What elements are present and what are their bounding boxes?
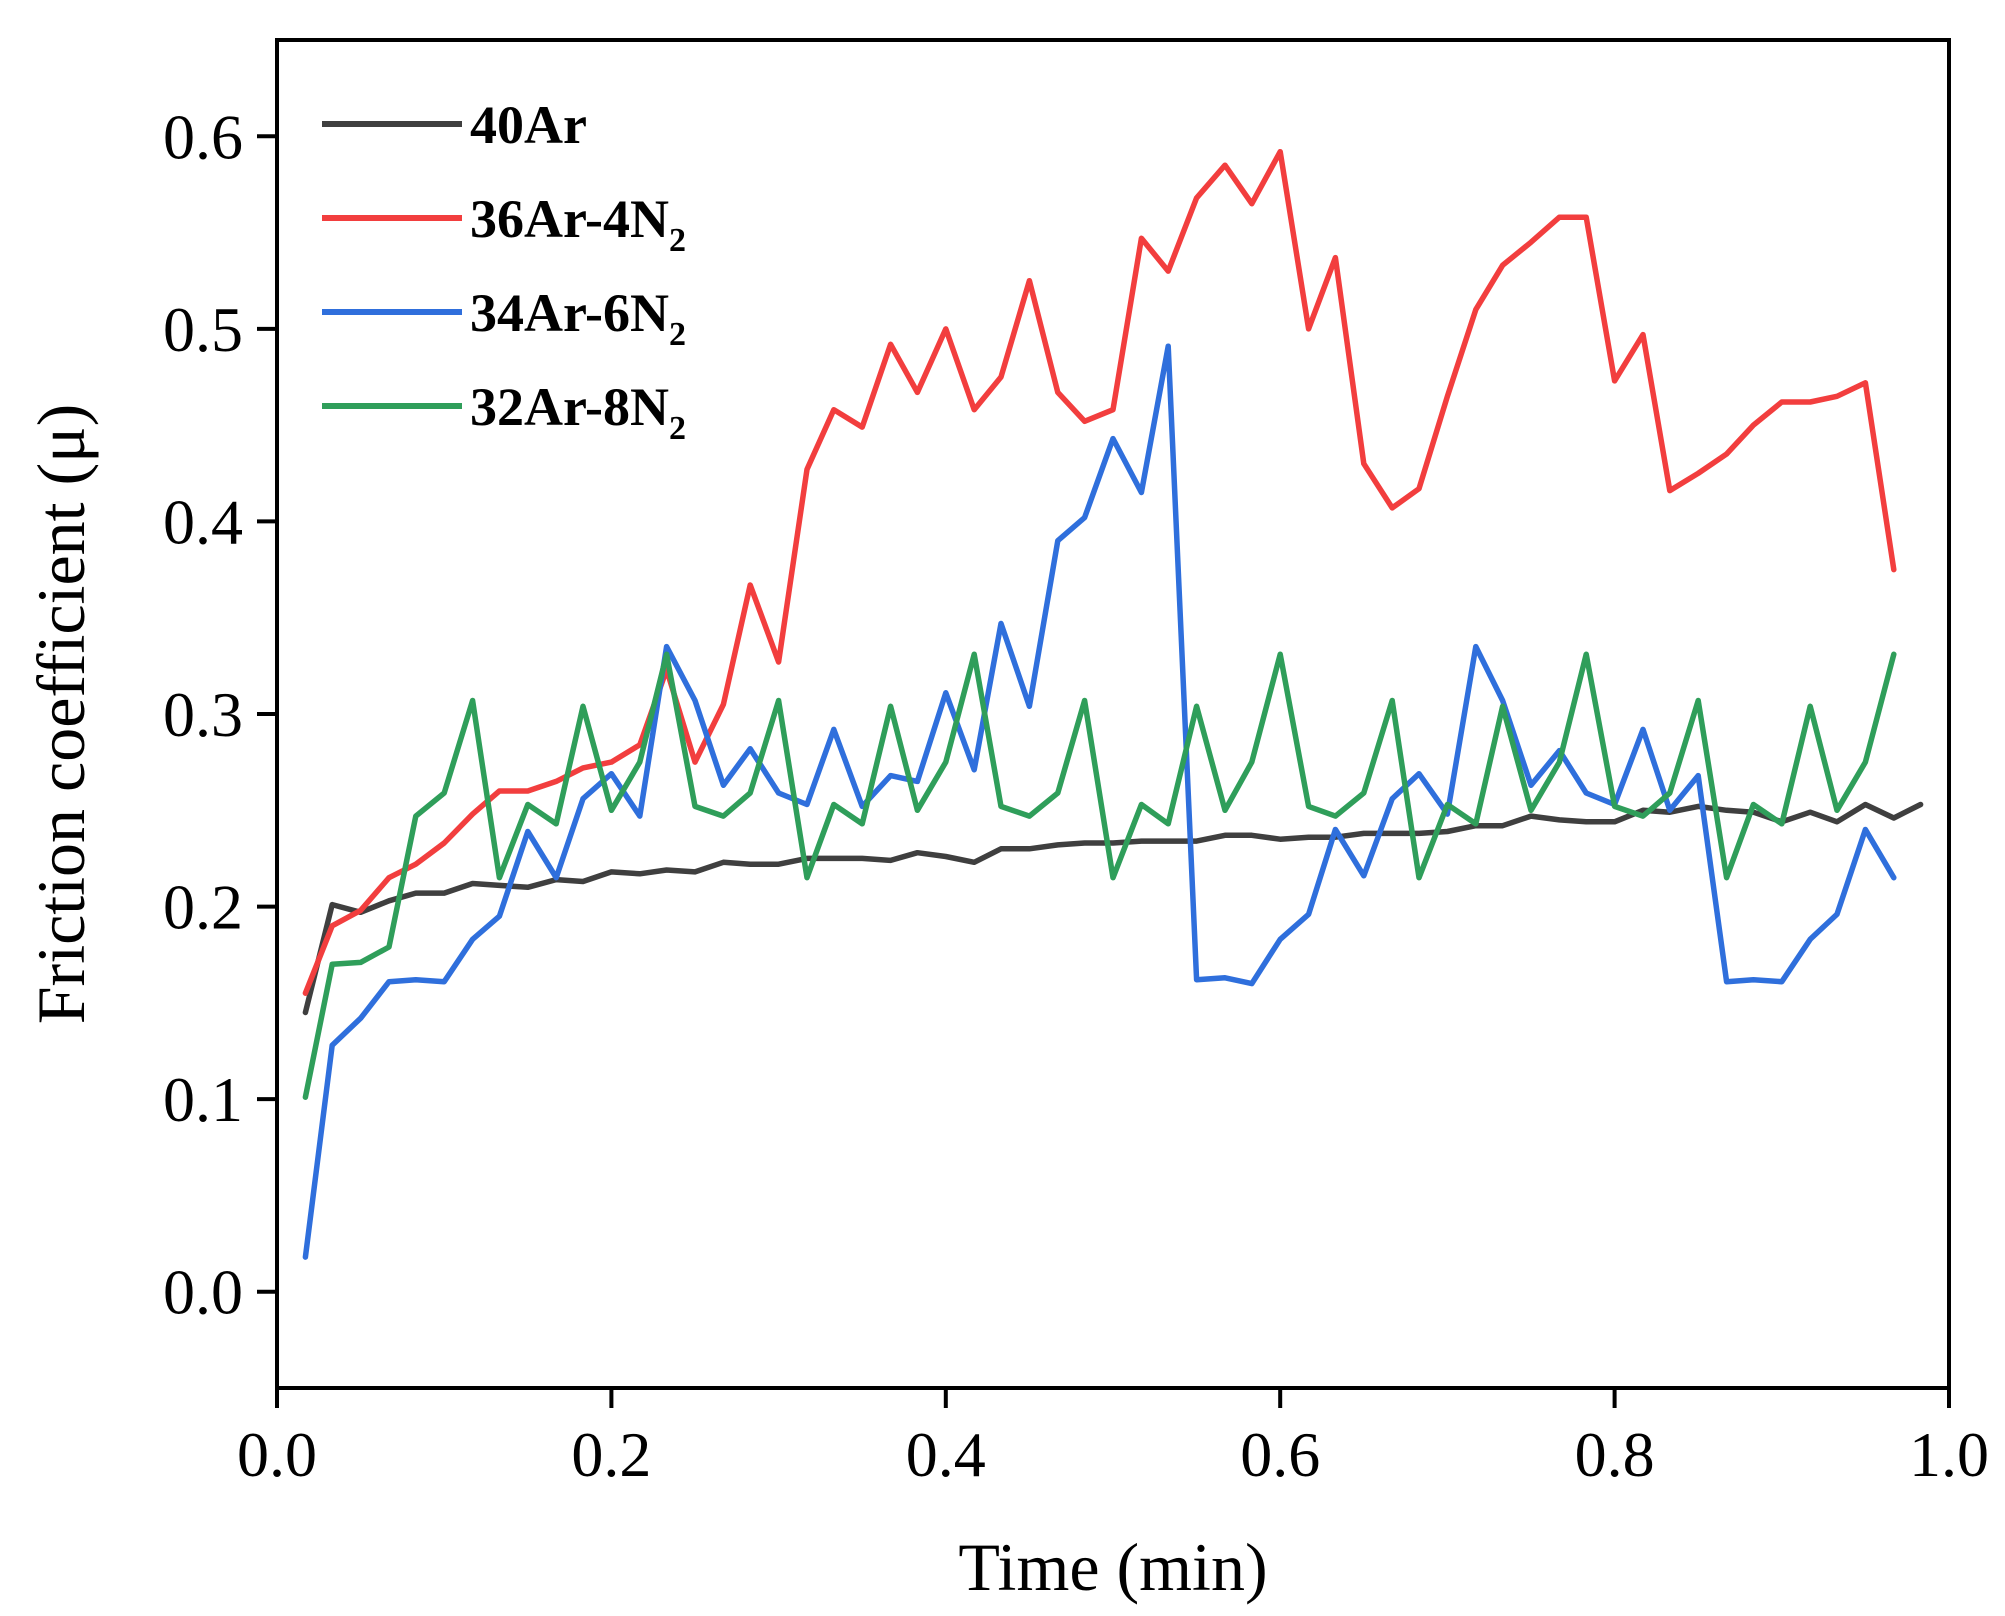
legend-label-subscript: 2 [669,222,686,259]
legend-label-subscript: 2 [669,410,686,447]
y-tick-label: 0.3 [163,679,243,750]
legend-label-text: 36Ar-4N [470,189,669,249]
y-tick-label: 0.0 [163,1257,243,1328]
y-axis-label: Friction coefficient (μ) [23,404,99,1025]
x-axis: 0.0 0.2 0.4 0.6 0.8 1.0 [237,1388,1989,1490]
legend-label-text: 34Ar-6N [470,283,669,343]
y-tick-label: 0.2 [163,872,243,943]
legend-label-subscript: 2 [669,316,686,353]
x-tick-label: 0.2 [571,1419,651,1490]
legend-label-text: 40Ar [470,95,587,155]
y-axis: 0.0 0.1 0.2 0.3 0.4 0.5 0.6 [163,101,277,1328]
legend-label-36ar-4n2: 36Ar-4N2 [470,189,686,259]
x-tick-label: 0.4 [906,1419,986,1490]
series-line-32ar-8n2 [302,651,1897,1100]
legend-label-32ar-8n2: 32Ar-8N2 [470,377,686,447]
x-tick-label: 1.0 [1909,1419,1989,1490]
legend-label-text: 32Ar-8N [470,377,669,437]
x-tick-label: 0.6 [1240,1419,1320,1490]
series-line-34ar-6n2 [302,343,1897,1260]
y-tick-label: 0.5 [163,294,243,365]
legend-label-40ar: 40Ar [470,95,587,155]
series-layer [302,148,1924,1260]
y-tick-label: 0.6 [163,101,243,172]
x-tick-label: 0.8 [1575,1419,1655,1490]
y-tick-label: 0.1 [163,1064,243,1135]
legend-label-34ar-6n2: 34Ar-6N2 [470,283,686,353]
x-tick-label: 0.0 [237,1419,317,1490]
x-axis-label: Time (min) [958,1529,1267,1605]
y-tick-label: 0.4 [163,486,243,557]
